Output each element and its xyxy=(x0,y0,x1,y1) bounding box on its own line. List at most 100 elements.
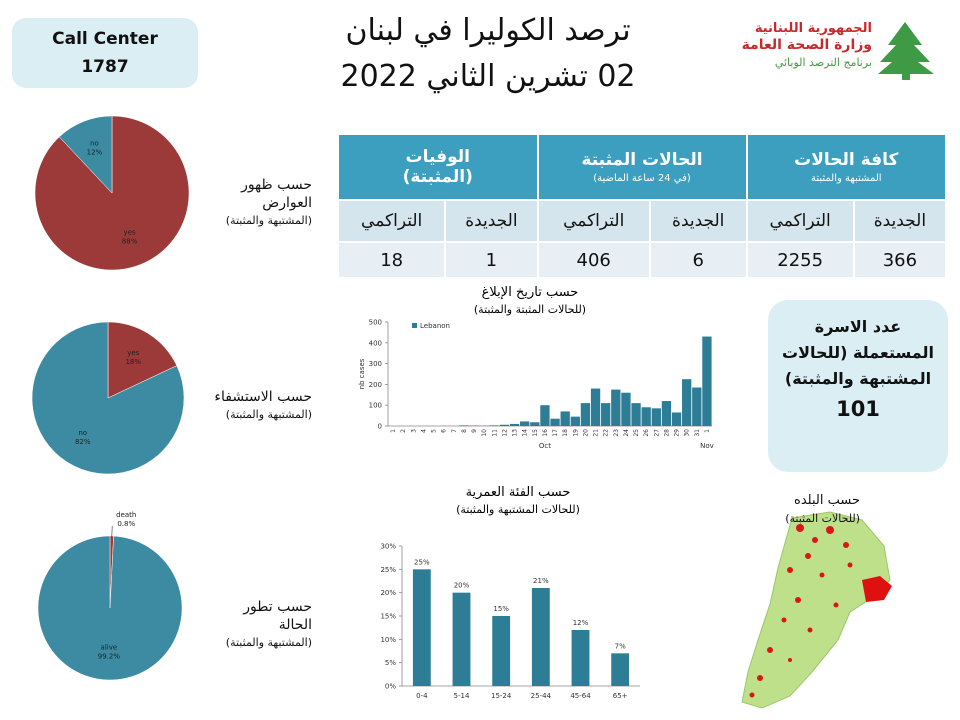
slice-label: yes xyxy=(127,349,139,357)
group-header: الحالات المثبتة (في 24 ساعة الماضية) xyxy=(536,133,748,201)
pie-subtitle: (المشتبهة والمثبتة) xyxy=(225,214,312,227)
bar xyxy=(611,653,630,686)
x-tick-label: 30 xyxy=(684,429,691,437)
pie-slice xyxy=(31,321,185,475)
x-tick-label: 1 xyxy=(390,429,397,433)
cell: 18 xyxy=(336,241,447,279)
value-label: 21% xyxy=(533,577,549,585)
y-tick-label: 15% xyxy=(380,613,396,621)
y-tick-label: 0% xyxy=(385,683,396,691)
x-tick-label: 5 xyxy=(431,429,438,433)
bar xyxy=(550,418,560,426)
x-tick-label: 6 xyxy=(441,429,448,433)
value-label: 12% xyxy=(573,619,589,627)
y-tick-label: 5% xyxy=(385,659,396,667)
table: كافة الحالات المشتبهة والمثبتة الحالات ال… xyxy=(336,133,948,279)
map-subtitle: (للحالات المثبتة) xyxy=(785,512,860,525)
bar xyxy=(590,388,601,426)
x-tick-label: 27 xyxy=(653,429,660,437)
x-tick-label: 26 xyxy=(643,429,650,437)
pie-title: حسب تطور الحالة (المشتبهة والمثبتة) xyxy=(206,598,312,652)
call-center: Call Center 1787 xyxy=(12,18,198,88)
x-tick-label: 19 xyxy=(572,429,579,437)
pie-title: حسب ظهور العوارض (المشتبهة والمثبتة) xyxy=(206,176,312,230)
group-subtitle: المشتبهة والمثبتة xyxy=(810,173,882,184)
slice-label: no xyxy=(90,140,99,148)
bar xyxy=(661,401,672,426)
header: ترصد الكوليرا في لبنان 02 تشرين الثاني 2… xyxy=(300,8,676,100)
x-tick-label: 4 xyxy=(420,429,427,433)
slice-label: death xyxy=(116,511,136,519)
x-tick-label: 13 xyxy=(512,429,519,437)
chart-title: حسب تاريخ الإبلاغ xyxy=(482,285,579,300)
x-tick-label: 12 xyxy=(501,429,508,437)
bar xyxy=(459,425,469,426)
bar xyxy=(499,424,510,426)
chart-subtitle: (للحالات المثبتة والمثبتة) xyxy=(474,303,586,316)
group-subtitle: (المثبتة) xyxy=(402,167,473,187)
cell: 6 xyxy=(648,241,748,279)
slice-value: 88% xyxy=(122,237,138,245)
slice-label: yes xyxy=(124,228,136,236)
y-tick-label: 10% xyxy=(380,636,396,644)
map-hotspot xyxy=(862,576,892,602)
y-axis-label: nb cases xyxy=(358,358,366,389)
bar xyxy=(570,416,580,426)
x-tick-label: 21 xyxy=(593,429,600,437)
bar xyxy=(682,379,692,426)
column-header: التراكمي xyxy=(336,199,447,243)
households-value: 101 xyxy=(836,397,880,421)
x-tick-label: 15 xyxy=(532,429,539,437)
x-tick-label: 23 xyxy=(613,429,620,437)
bar xyxy=(621,392,631,426)
x-tick-label: 0-4 xyxy=(416,692,428,700)
pie-heading: حسب تطور الحالة xyxy=(243,599,312,633)
map-heading: حسب البلده xyxy=(794,493,860,508)
bar xyxy=(671,412,682,426)
bar xyxy=(531,588,550,686)
bar xyxy=(702,336,712,426)
bar xyxy=(651,408,661,426)
x-tick-label: 28 xyxy=(663,429,670,437)
y-tick-label: 100 xyxy=(369,402,382,410)
chart-title: حسب الفئة العمرية xyxy=(466,485,571,500)
value-label: 20% xyxy=(454,582,470,590)
slice-value: 12% xyxy=(87,149,103,157)
x-tick-label: 31 xyxy=(694,429,701,437)
map-title: حسب البلده (للحالات المثبتة) xyxy=(760,492,860,528)
slice-value: 99.2% xyxy=(98,653,121,661)
y-tick-label: 400 xyxy=(369,339,382,347)
x-tick-label: 22 xyxy=(603,429,610,437)
bar xyxy=(580,403,591,426)
bar xyxy=(641,407,651,426)
x-tick-label: 5-14 xyxy=(454,692,470,700)
pie-slice xyxy=(107,321,178,399)
slice-value: 0.8% xyxy=(117,520,135,528)
pie-slice xyxy=(37,535,183,681)
x-tick-label: 7 xyxy=(451,429,458,433)
y-tick-label: 500 xyxy=(369,319,382,327)
y-tick-label: 25% xyxy=(380,566,396,574)
x-tick-label: 14 xyxy=(522,429,529,437)
group-title: الحالات المثبتة xyxy=(581,150,703,170)
bar xyxy=(540,405,550,426)
pie-slice xyxy=(58,115,113,194)
x-tick-label: 20 xyxy=(582,429,589,437)
bar xyxy=(509,423,520,426)
month-label: Nov xyxy=(700,442,714,450)
column-header: الجديدة xyxy=(444,199,539,243)
column-header: الجديدة xyxy=(852,199,948,243)
bar xyxy=(412,569,431,686)
legend-label: Lebanon xyxy=(420,322,450,330)
group-subtitle: (في 24 ساعة الماضية) xyxy=(593,173,691,184)
chart-subtitle: (للحالات المشتبهة والمثبتة) xyxy=(456,503,580,516)
x-tick-label: 45-64 xyxy=(570,692,591,700)
x-tick-label: 3 xyxy=(410,429,417,433)
bar xyxy=(571,630,590,686)
x-tick-label: 25-44 xyxy=(531,692,552,700)
x-tick-label: 9 xyxy=(471,429,478,433)
x-tick-label: 2 xyxy=(400,429,407,433)
column-header: التراكمي xyxy=(536,199,651,243)
